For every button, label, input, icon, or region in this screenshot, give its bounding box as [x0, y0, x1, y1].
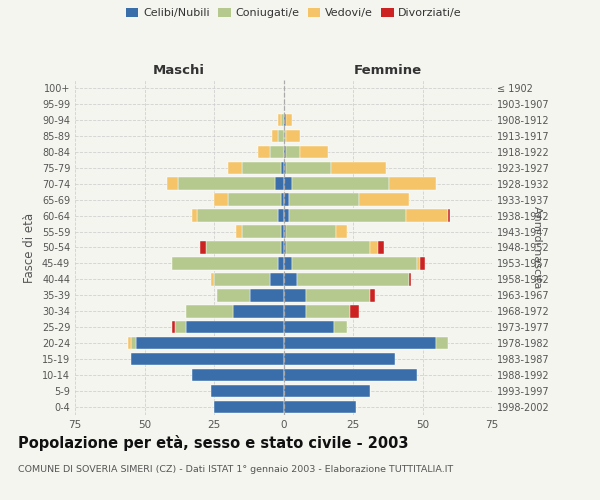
Bar: [242, 162, 281, 174]
Bar: [278, 114, 281, 126]
Bar: [136, 337, 284, 349]
Bar: [214, 194, 228, 206]
Bar: [370, 242, 378, 254]
Bar: [292, 178, 389, 190]
Bar: [172, 321, 175, 334]
Bar: [175, 321, 186, 334]
Bar: [436, 337, 448, 349]
Text: COMUNE DI SOVERIA SIMERI (CZ) - Dati ISTAT 1° gennaio 2003 - Elaborazione TUTTIT: COMUNE DI SOVERIA SIMERI (CZ) - Dati IST…: [18, 465, 453, 474]
Bar: [359, 194, 409, 206]
Bar: [284, 401, 356, 413]
Bar: [389, 178, 436, 190]
Bar: [284, 353, 395, 366]
Bar: [370, 289, 375, 302]
Text: Anni di nascita: Anni di nascita: [532, 206, 542, 289]
Bar: [284, 337, 436, 349]
Bar: [284, 273, 298, 285]
Y-axis label: Fasce di età: Fasce di età: [23, 212, 36, 282]
Bar: [272, 130, 278, 142]
Bar: [214, 401, 284, 413]
Bar: [289, 194, 359, 206]
Bar: [284, 178, 292, 190]
Bar: [284, 321, 334, 334]
Bar: [284, 162, 286, 174]
Bar: [331, 162, 386, 174]
Bar: [214, 273, 269, 285]
Bar: [228, 162, 242, 174]
Bar: [306, 305, 350, 318]
Bar: [284, 210, 289, 222]
Bar: [172, 257, 278, 270]
Bar: [211, 273, 214, 285]
Bar: [286, 114, 292, 126]
Bar: [284, 146, 286, 158]
Bar: [420, 257, 425, 270]
Bar: [448, 210, 450, 222]
Bar: [269, 146, 284, 158]
Bar: [286, 242, 370, 254]
Bar: [378, 242, 383, 254]
Bar: [236, 226, 242, 238]
Bar: [284, 130, 286, 142]
Bar: [259, 146, 269, 158]
Bar: [292, 257, 417, 270]
Bar: [409, 273, 412, 285]
Bar: [406, 210, 448, 222]
Bar: [192, 210, 197, 222]
Bar: [286, 162, 331, 174]
Bar: [284, 385, 370, 398]
Bar: [131, 353, 284, 366]
Text: Maschi: Maschi: [153, 64, 205, 78]
Bar: [286, 146, 300, 158]
Bar: [281, 114, 284, 126]
Bar: [269, 273, 284, 285]
Bar: [350, 305, 359, 318]
Bar: [289, 210, 406, 222]
Bar: [278, 210, 284, 222]
Bar: [228, 194, 281, 206]
Bar: [334, 321, 347, 334]
Bar: [284, 226, 286, 238]
Bar: [281, 226, 284, 238]
Bar: [128, 337, 131, 349]
Bar: [186, 305, 233, 318]
Bar: [217, 289, 250, 302]
Bar: [278, 257, 284, 270]
Bar: [242, 226, 281, 238]
Bar: [284, 305, 306, 318]
Bar: [206, 242, 281, 254]
Bar: [284, 114, 286, 126]
Bar: [197, 210, 278, 222]
Bar: [250, 289, 284, 302]
Bar: [298, 273, 409, 285]
Bar: [167, 178, 178, 190]
Bar: [306, 289, 370, 302]
Bar: [417, 257, 420, 270]
Bar: [284, 369, 417, 382]
Bar: [186, 321, 284, 334]
Text: Popolazione per età, sesso e stato civile - 2003: Popolazione per età, sesso e stato civil…: [18, 435, 409, 451]
Bar: [233, 305, 284, 318]
Bar: [286, 130, 300, 142]
Bar: [284, 242, 286, 254]
Text: Femmine: Femmine: [353, 64, 422, 78]
Bar: [192, 369, 284, 382]
Bar: [131, 337, 136, 349]
Bar: [284, 289, 306, 302]
Bar: [178, 178, 275, 190]
Bar: [275, 178, 284, 190]
Bar: [200, 242, 206, 254]
Bar: [281, 242, 284, 254]
Bar: [281, 162, 284, 174]
Bar: [284, 194, 289, 206]
Bar: [284, 257, 292, 270]
Bar: [300, 146, 328, 158]
Bar: [281, 194, 284, 206]
Bar: [211, 385, 284, 398]
Bar: [278, 130, 284, 142]
Legend: Celibi/Nubili, Coniugati/e, Vedovi/e, Divorziati/e: Celibi/Nubili, Coniugati/e, Vedovi/e, Di…: [122, 3, 466, 22]
Bar: [286, 226, 337, 238]
Bar: [337, 226, 347, 238]
